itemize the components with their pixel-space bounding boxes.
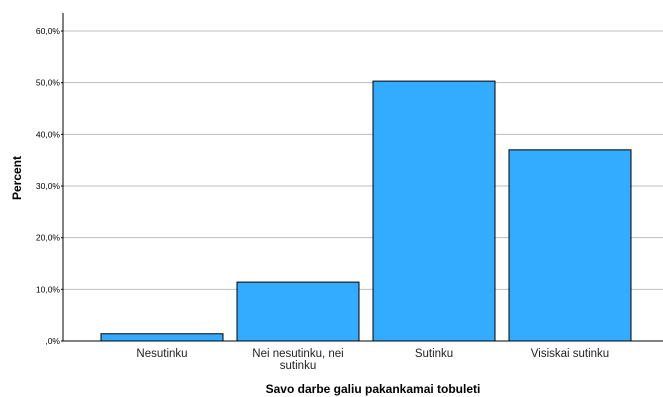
y-tick-label-1: 10,0% — [36, 284, 61, 294]
bar-3 — [508, 149, 632, 342]
bar-1 — [236, 281, 360, 342]
x-tick-label-1: Nei nesutinku, nei sutinku — [252, 348, 343, 372]
y-tick-label-6: 60,0% — [36, 26, 61, 36]
x-tick-label-3: Visiskai sutinku — [531, 348, 609, 360]
x-axis-title: Savo darbe galiu pakankamai tobuleti — [266, 382, 481, 396]
bar-0 — [100, 333, 224, 342]
x-tick-label-0: Nesutinku — [136, 348, 187, 360]
y-tick-label-3: 30,0% — [36, 181, 61, 191]
y-tick-label-4: 40,0% — [36, 129, 61, 139]
bars — [100, 80, 632, 342]
y-tick-label-0: ,0% — [45, 336, 60, 346]
x-tick-labels: Nesutinku Nei nesutinku, nei sutinku Sutink… — [136, 348, 609, 372]
y-tick-label-2: 20,0% — [36, 233, 61, 243]
x-tick-label-2: Sutinku — [415, 348, 453, 360]
axes — [62, 13, 663, 342]
y-axis-title: Percent — [10, 156, 24, 200]
bar-2 — [372, 80, 496, 342]
y-tick-label-5: 50,0% — [36, 78, 61, 88]
y-tick-labels: ,0% 10,0% 20,0% 30,0% 40,0% 50,0% 60,0% — [36, 26, 61, 346]
